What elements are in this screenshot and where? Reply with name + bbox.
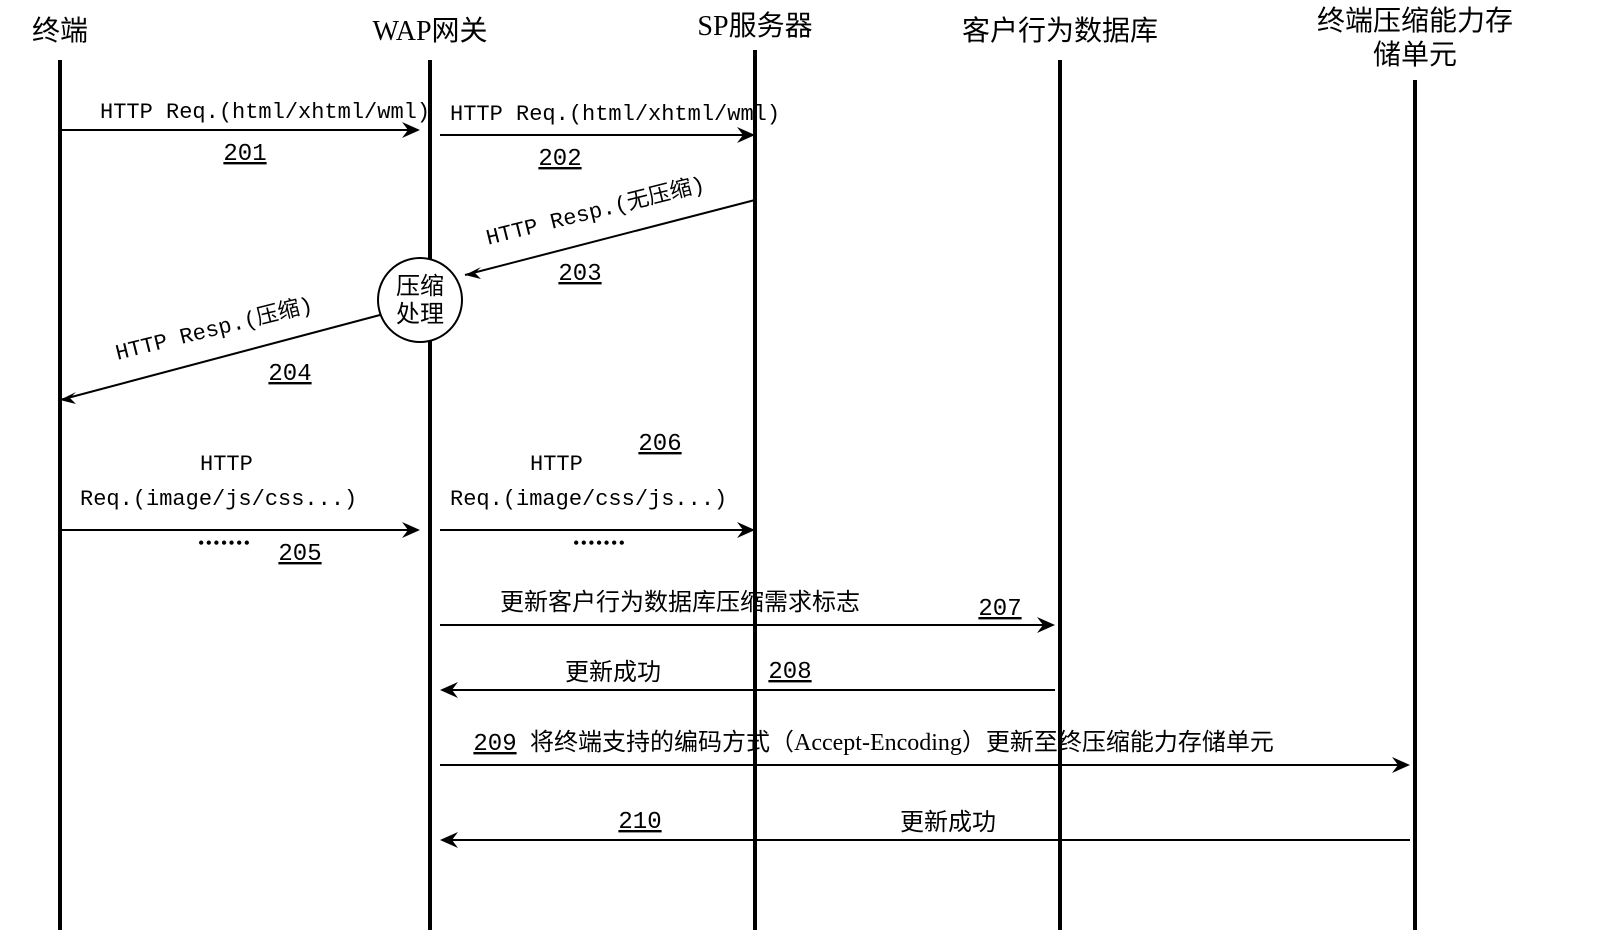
msg-label-205-2: Req.(image/js/css...) bbox=[80, 487, 357, 512]
step-num-201: 201 bbox=[223, 141, 266, 168]
step-num-207: 207 bbox=[978, 596, 1021, 623]
message-210: 更新成功 210 bbox=[440, 809, 1410, 848]
msg-label-201: HTTP Req.(html/xhtml/wml) bbox=[100, 100, 430, 125]
compress-node-text-2: 处理 bbox=[396, 301, 444, 328]
msg-label-204: HTTP Resp.(压缩) bbox=[113, 292, 316, 366]
step-num-203: 203 bbox=[558, 261, 601, 288]
message-208: 更新成功 208 bbox=[440, 659, 1055, 698]
msg-label-206-2: Req.(image/css/js...) bbox=[450, 487, 727, 512]
process-node-group: 压缩处理 bbox=[378, 258, 462, 342]
msg-label-202: HTTP Req.(html/xhtml/wml) bbox=[450, 102, 780, 127]
msg-label-203: HTTP Resp.(无压缩) bbox=[484, 172, 708, 252]
step-num-202: 202 bbox=[538, 146, 581, 173]
message-206: HTTP Req.(image/css/js...) ••••••• 206 bbox=[440, 431, 755, 552]
message-204: HTTP Resp.(压缩)204 bbox=[60, 292, 380, 404]
lifeline-label-storage-1: 终端压缩能力存 bbox=[1317, 5, 1513, 37]
messages-group: HTTP Req.(html/xhtml/wml)201HTTP Req.(ht… bbox=[60, 100, 1410, 848]
msg-label-206-1: HTTP bbox=[530, 452, 583, 477]
step-num-208: 208 bbox=[768, 659, 811, 686]
dots-205: ••••••• bbox=[198, 535, 251, 552]
lifeline-label-wap: WAP网关 bbox=[372, 15, 487, 47]
sequence-diagram: 终端 WAP网关 SP服务器 客户行为数据库 终端压缩能力存储单元 HTTP Req.(… bbox=[0, 0, 1599, 950]
message-209: 将终端支持的编码方式（Accept-Encoding）更新至终压缩能力存储单元 2… bbox=[440, 729, 1410, 773]
step-num-209: 209 bbox=[473, 731, 516, 758]
lifeline-label-sp: SP服务器 bbox=[697, 10, 812, 42]
step-num-205: 205 bbox=[278, 541, 321, 568]
lifeline-label-terminal: 终端 bbox=[32, 15, 88, 47]
step-num-210: 210 bbox=[618, 809, 661, 836]
compress-node-text-1: 压缩 bbox=[396, 273, 444, 300]
arrow-head-203 bbox=[465, 267, 481, 279]
message-203: HTTP Resp.(无压缩) 203 bbox=[465, 172, 755, 288]
msg-label-205-1: HTTP bbox=[200, 452, 253, 477]
message-201: HTTP Req.(html/xhtml/wml) 201 bbox=[60, 100, 430, 168]
message-207: 更新客户行为数据库压缩需求标志 207 bbox=[440, 589, 1055, 633]
lifeline-label-db: 客户行为数据库 bbox=[962, 15, 1158, 47]
dots-206: ••••••• bbox=[573, 535, 626, 552]
arrow-head-204 bbox=[60, 392, 76, 404]
msg-label-208: 更新成功 bbox=[565, 659, 661, 686]
message-202: HTTP Req.(html/xhtml/wml) 202 bbox=[440, 102, 780, 173]
msg-label-207: 更新客户行为数据库压缩需求标志 bbox=[500, 589, 860, 616]
message-205: HTTP Req.(image/js/css...) ••••••• 205 bbox=[60, 452, 420, 568]
compress-node bbox=[378, 258, 462, 342]
msg-label-210: 更新成功 bbox=[900, 809, 996, 836]
step-num-204: 204 bbox=[268, 361, 311, 388]
msg-label-209: 将终端支持的编码方式（Accept-Encoding）更新至终压缩能力存储单元 bbox=[530, 729, 1274, 756]
lifeline-label-storage-2: 储单元 bbox=[1373, 39, 1457, 71]
step-num-206: 206 bbox=[638, 431, 681, 458]
